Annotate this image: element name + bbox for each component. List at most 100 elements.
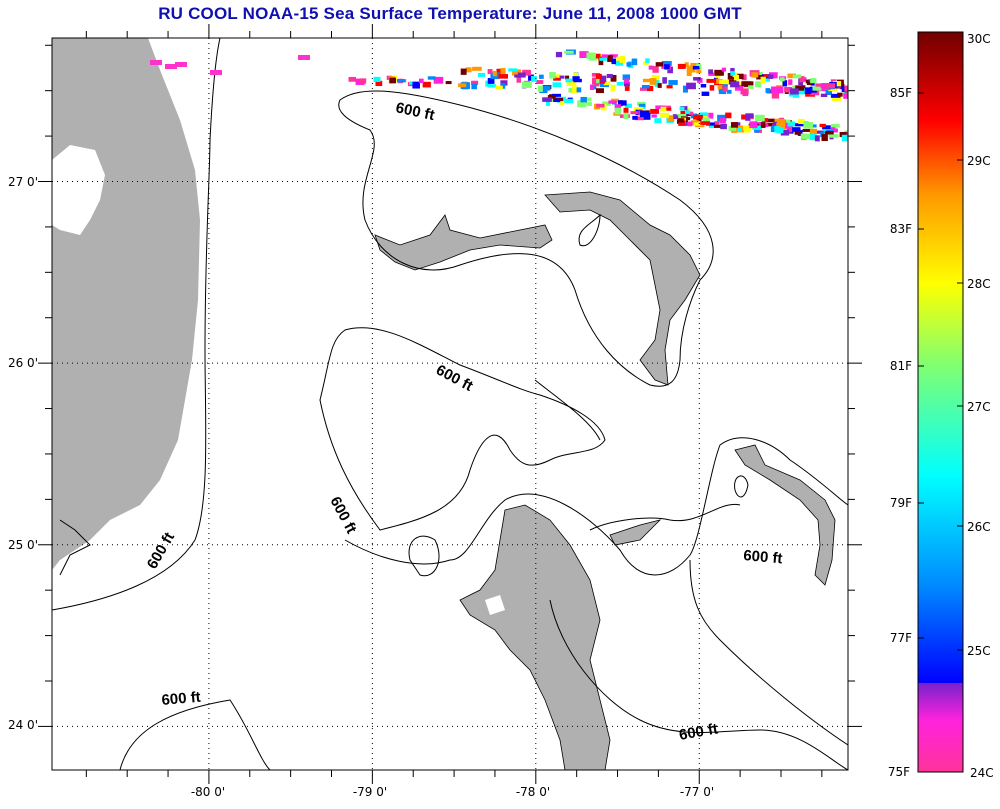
sst-pixel bbox=[565, 78, 573, 83]
sst-pixel bbox=[596, 103, 605, 108]
map-frame bbox=[51, 37, 849, 771]
sst-pixel bbox=[809, 128, 817, 134]
sst-pixel bbox=[150, 60, 162, 65]
sst-pixel bbox=[643, 61, 649, 65]
colorbar-ticks bbox=[918, 92, 963, 651]
sst-pixel bbox=[664, 64, 670, 70]
sst-pixel bbox=[508, 68, 518, 72]
sst-pixel bbox=[517, 72, 526, 78]
sst-pixel bbox=[514, 74, 521, 78]
land-abaco bbox=[544, 191, 701, 386]
sst-pixel bbox=[760, 122, 766, 128]
sst-pixel bbox=[642, 78, 651, 83]
sst-pixel bbox=[721, 67, 727, 72]
sst-pixel bbox=[719, 118, 726, 124]
sst-pixel bbox=[831, 127, 836, 131]
lat-label: 27 0' bbox=[8, 175, 38, 189]
sst-pixel bbox=[641, 85, 650, 89]
sst-pixel bbox=[740, 88, 749, 95]
sst-pixel bbox=[722, 85, 728, 92]
sst-pixel bbox=[500, 68, 506, 75]
colorbar-c-label: 30C bbox=[967, 32, 991, 46]
sst-pixel bbox=[572, 76, 580, 82]
sst-pixel bbox=[566, 80, 577, 86]
sst-pixel bbox=[565, 75, 570, 80]
sst-pixel bbox=[688, 111, 694, 116]
sst-pixel bbox=[677, 118, 685, 123]
sst-pixel bbox=[412, 81, 420, 89]
sst-pixel bbox=[654, 118, 662, 123]
sst-pixel bbox=[560, 101, 565, 106]
sst-pixel bbox=[753, 125, 762, 131]
sst-pixel bbox=[623, 107, 629, 115]
sst-pixel bbox=[549, 71, 556, 79]
lon-label: -79 0' bbox=[353, 785, 387, 799]
sst-pixel bbox=[422, 81, 431, 88]
sst-pixel bbox=[727, 72, 736, 80]
sst-pixel bbox=[706, 78, 717, 83]
sst-pixel bbox=[782, 80, 788, 87]
sst-pixel bbox=[730, 122, 738, 128]
sst-pixel bbox=[590, 84, 595, 90]
sst-pixel bbox=[673, 115, 679, 120]
sst-pixel bbox=[547, 95, 556, 99]
sst-pixel bbox=[563, 98, 574, 104]
sst-pixel bbox=[664, 105, 672, 110]
sst-pixel bbox=[734, 84, 744, 91]
sst-pixels bbox=[150, 49, 848, 142]
sst-pixel bbox=[655, 62, 664, 67]
sst-pixel bbox=[471, 80, 479, 86]
sst-pixel bbox=[488, 84, 497, 88]
sst-pixel bbox=[825, 89, 833, 95]
sst-pixel bbox=[798, 88, 805, 95]
sst-pixel bbox=[593, 81, 600, 87]
sst-pixel bbox=[542, 97, 552, 102]
sst-pixel bbox=[650, 108, 659, 114]
sst-pixel bbox=[771, 91, 780, 99]
sst-pixel bbox=[755, 81, 762, 88]
sst-pixel bbox=[637, 101, 646, 106]
sst-pixel bbox=[375, 80, 383, 86]
sst-pixel bbox=[787, 121, 795, 127]
sst-pixel bbox=[824, 131, 834, 135]
sst-pixel bbox=[595, 88, 604, 94]
sst-pixel bbox=[521, 81, 532, 88]
sst-pixel bbox=[760, 76, 766, 84]
sst-pixel bbox=[741, 114, 748, 120]
contour-label: 600 ft bbox=[394, 99, 436, 124]
sst-pixel bbox=[708, 69, 713, 74]
sst-pixel bbox=[595, 53, 601, 59]
sst-pixel bbox=[777, 118, 786, 126]
sst-pixel bbox=[550, 96, 556, 102]
graticule bbox=[52, 38, 848, 770]
sst-pixel bbox=[714, 121, 720, 127]
sst-pixel bbox=[844, 85, 848, 92]
lat-label: 25 0' bbox=[8, 538, 38, 552]
sst-pixel bbox=[843, 93, 848, 99]
sst-pixel bbox=[666, 85, 673, 89]
lat-label: 24 0' bbox=[8, 718, 38, 732]
sst-pixel bbox=[593, 76, 600, 84]
sst-pixel bbox=[684, 62, 689, 67]
sst-pixel bbox=[725, 112, 732, 119]
sst-pixel bbox=[500, 80, 508, 86]
sst-pixel bbox=[701, 91, 710, 96]
sst-pixel bbox=[693, 114, 703, 120]
colorbar-c-label: 28C bbox=[967, 277, 991, 291]
sst-pixel bbox=[733, 74, 740, 81]
sst-pixel bbox=[797, 119, 802, 124]
sst-pixel bbox=[598, 75, 607, 83]
sst-pixel bbox=[841, 85, 847, 92]
sst-pixel bbox=[832, 80, 842, 87]
sst-pixel bbox=[709, 85, 715, 91]
sst-pixel bbox=[572, 86, 579, 93]
colorbar-c-label: 24C bbox=[970, 766, 994, 780]
sst-pixel bbox=[737, 127, 743, 132]
sst-pixel bbox=[661, 60, 672, 66]
colorbar bbox=[917, 31, 964, 773]
sst-pixel bbox=[800, 133, 811, 139]
sst-pixel bbox=[832, 94, 842, 101]
sst-pixel bbox=[639, 87, 647, 91]
sst-pixel bbox=[660, 112, 669, 118]
